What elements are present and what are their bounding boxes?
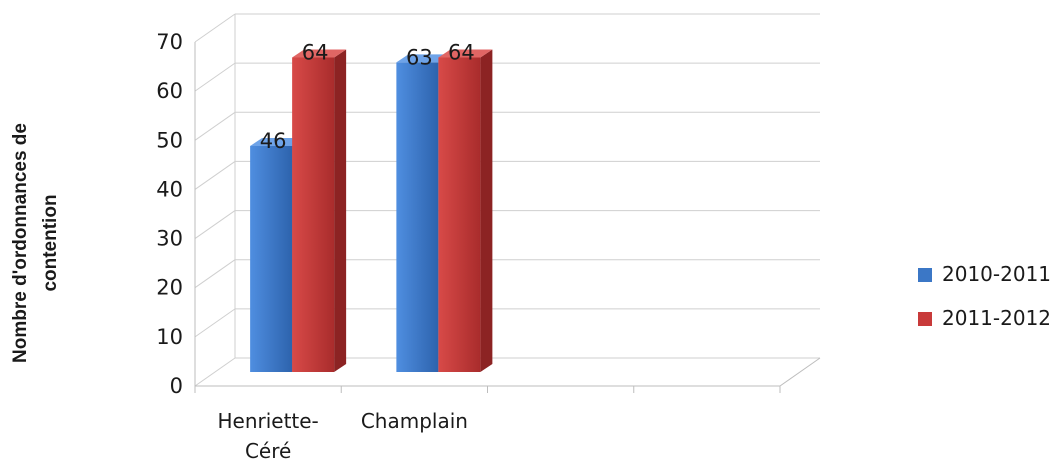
y-tick-label: 30	[156, 227, 183, 251]
axes	[194, 42, 821, 393]
y-tick-label: 60	[156, 79, 183, 103]
gridline-side	[194, 111, 236, 141]
y-axis-title: Nombre d'ordonnances de contention	[10, 123, 61, 363]
gridline-side	[194, 161, 236, 190]
labels: 0 10 20 30 40 50 60 70 Henriette- Céré Champlain 46…	[10, 30, 475, 463]
floor-right-edge	[779, 357, 821, 387]
y-tick-label: 50	[156, 128, 183, 152]
data-label: 63	[406, 45, 433, 69]
legend: 2010-2011 2011-2012	[918, 262, 1051, 330]
category-label: Henriette-	[217, 409, 318, 433]
data-label: 64	[302, 40, 329, 64]
y-tick-label: 70	[156, 30, 183, 54]
bar	[250, 145, 293, 372]
gridline-side	[194, 259, 236, 289]
legend-label: 2010-2011	[942, 262, 1051, 286]
y-axis-title-line: contention	[40, 194, 61, 291]
bar-top	[292, 49, 347, 58]
gridline-side	[194, 13, 236, 43]
bar-top	[438, 49, 493, 58]
category-label: Céré	[245, 439, 291, 463]
y-tick-label: 10	[156, 325, 183, 349]
bar-top	[396, 54, 451, 63]
bars	[250, 49, 493, 373]
bar-top	[250, 137, 305, 146]
gridline-side	[194, 308, 236, 338]
y-axis-title-line: Nombre d'ordonnances de	[10, 123, 31, 363]
gridline-side	[194, 357, 236, 387]
legend-swatch	[918, 312, 932, 326]
gridline-side	[194, 62, 236, 92]
category-label: Champlain	[361, 409, 468, 433]
bar-side	[334, 49, 347, 372]
y-tick-label: 0	[170, 374, 183, 398]
y-tick-label: 40	[156, 177, 183, 201]
bar-side	[480, 49, 493, 372]
legend-swatch	[918, 268, 932, 282]
gridline-side	[194, 210, 236, 239]
legend-label: 2011-2012	[942, 306, 1051, 330]
data-label: 64	[448, 40, 475, 64]
bar	[438, 57, 481, 372]
data-label: 46	[260, 129, 287, 153]
y-tick-label: 20	[156, 276, 183, 300]
bar	[396, 62, 439, 373]
bar	[292, 57, 335, 372]
